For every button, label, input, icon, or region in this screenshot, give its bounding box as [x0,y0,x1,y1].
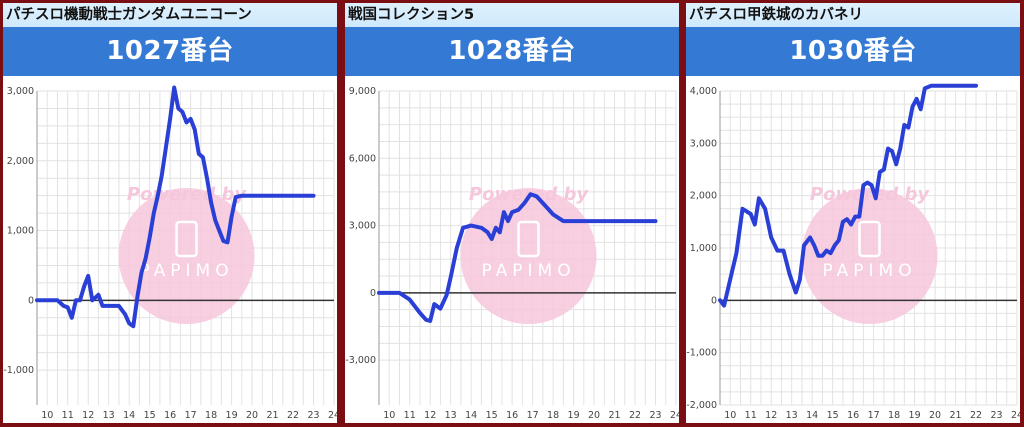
x-tick-label: 11 [404,410,416,421]
y-tick-label: -2,000 [686,400,717,411]
x-tick-label: 16 [847,410,859,421]
y-tick-label: 0 [711,295,717,306]
x-tick-label: 20 [246,410,258,421]
machine-number: 1027番台 [3,27,337,76]
series-line [377,192,658,323]
x-tick-label: 21 [950,410,962,421]
x-tick-label: 19 [568,410,580,421]
x-tick-label: 21 [267,410,279,421]
x-tick-label: 15 [827,410,839,421]
machine-number: 1030番台 [686,27,1020,76]
y-tick-label: 4,000 [690,86,717,97]
x-tick-label: 17 [868,410,880,421]
x-tick-label: 18 [888,410,900,421]
x-tick-label: 11 [62,410,74,421]
machine-title: パチスロ甲鉄城のカバネリ [686,3,1020,27]
watermark-text: Powered by [810,184,931,205]
x-tick-label: 16 [506,410,518,421]
y-tick-label: 1,000 [690,243,717,254]
x-tick-label: 23 [307,410,319,421]
x-tick-label: 10 [724,410,736,421]
x-tick-label: 19 [909,410,921,421]
x-tick-label: 17 [527,410,539,421]
x-tick-label: 12 [765,410,777,421]
chart-svg: Powered byPAPIMO-3,00003,0006,0009,00010… [345,86,679,421]
panel-2: 戦国コレクション5 1028番台 Powered by PAPIMO -3,000 0… [345,3,679,423]
y-tick-label: 6,000 [349,153,376,164]
x-tick-label: 13 [103,410,115,421]
x-tick-label: 20 [929,410,941,421]
watermark-phone-icon [517,220,540,258]
x-tick-label: 24 [328,410,337,421]
x-tick-label: 12 [82,410,94,421]
chart-svg: Powered by PAPIMO -2,000 -1,000 0 1,000 2,000 3… [686,83,1020,421]
x-tick-label: 14 [806,410,818,421]
watermark-brand: PAPIMO [481,261,575,281]
y-tick-label: 2,000 [7,156,34,167]
x-tick-label: 16 [164,410,176,421]
x-tick-label: 23 [649,410,661,421]
x-tick-label: 12 [424,410,436,421]
chart-3: Powered by PAPIMO -2,000 -1,000 0 1,000 2,000 3… [686,83,1020,423]
x-tick-label: 22 [629,410,641,421]
x-tick-label: 10 [41,410,53,421]
y-tick-label: -3,000 [345,355,376,366]
x-tick-label: 18 [205,410,217,421]
x-tick-label: 13 [786,410,798,421]
x-tick-label: 17 [185,410,197,421]
chart-svg: Powered by PAPIMO -1,000 0 1,000 2,000 3,000 10… [3,85,337,421]
watermark-phone-icon [858,220,881,258]
series-line [35,85,316,329]
y-tick-label: 9,000 [349,86,376,97]
y-tick-label: 3,000 [7,86,34,97]
y-tick-label: 0 [370,288,376,299]
y-tick-label: 0 [28,295,34,306]
panel-3: パチスロ甲鉄城のカバネリ 1030番台 Powered by PAPIMO -2,0… [686,3,1020,423]
machine-title: 戦国コレクション5 [345,3,679,27]
x-tick-label: 14 [465,410,477,421]
y-tick-label: 2,000 [690,191,717,202]
y-tick-label: 1,000 [7,226,34,237]
y-tick-label: -1,000 [686,348,717,359]
watermark-phone-icon [175,220,198,258]
series-line [718,83,978,308]
x-tick-label: 19 [226,410,238,421]
x-tick-label: 15 [486,410,498,421]
watermark-brand: PAPIMO [822,261,916,281]
watermark-brand: PAPIMO [139,261,233,281]
x-tick-label: 18 [547,410,559,421]
watermark-text: Powered by [127,184,248,205]
x-tick-label: 13 [445,410,457,421]
x-tick-label: 24 [670,410,679,421]
chart-1: Powered by PAPIMO -1,000 0 1,000 2,000 3,000 10… [3,83,337,423]
y-tick-label: 3,000 [690,138,717,149]
chart-2: Powered by PAPIMO -3,000 0 3,000 6,000 9,000 10… [345,83,679,423]
x-tick-label: 24 [1011,410,1020,421]
machine-number: 1028番台 [345,27,679,76]
x-tick-label: 14 [123,410,135,421]
machine-title: パチスロ機動戦士ガンダムユニコーン [3,3,337,27]
x-tick-label: 21 [609,410,621,421]
x-tick-label: 22 [287,410,299,421]
x-tick-label: 23 [990,410,1002,421]
x-tick-label: 20 [588,410,600,421]
x-tick-label: 10 [383,410,395,421]
x-tick-label: 15 [144,410,156,421]
x-tick-label: 22 [970,410,982,421]
panel-1: パチスロ機動戦士ガンダムユニコーン 1027番台 Powered by PAPIM… [3,3,337,423]
y-tick-label: 3,000 [349,221,376,232]
y-tick-label: -1,000 [3,365,34,376]
x-tick-label: 11 [745,410,757,421]
